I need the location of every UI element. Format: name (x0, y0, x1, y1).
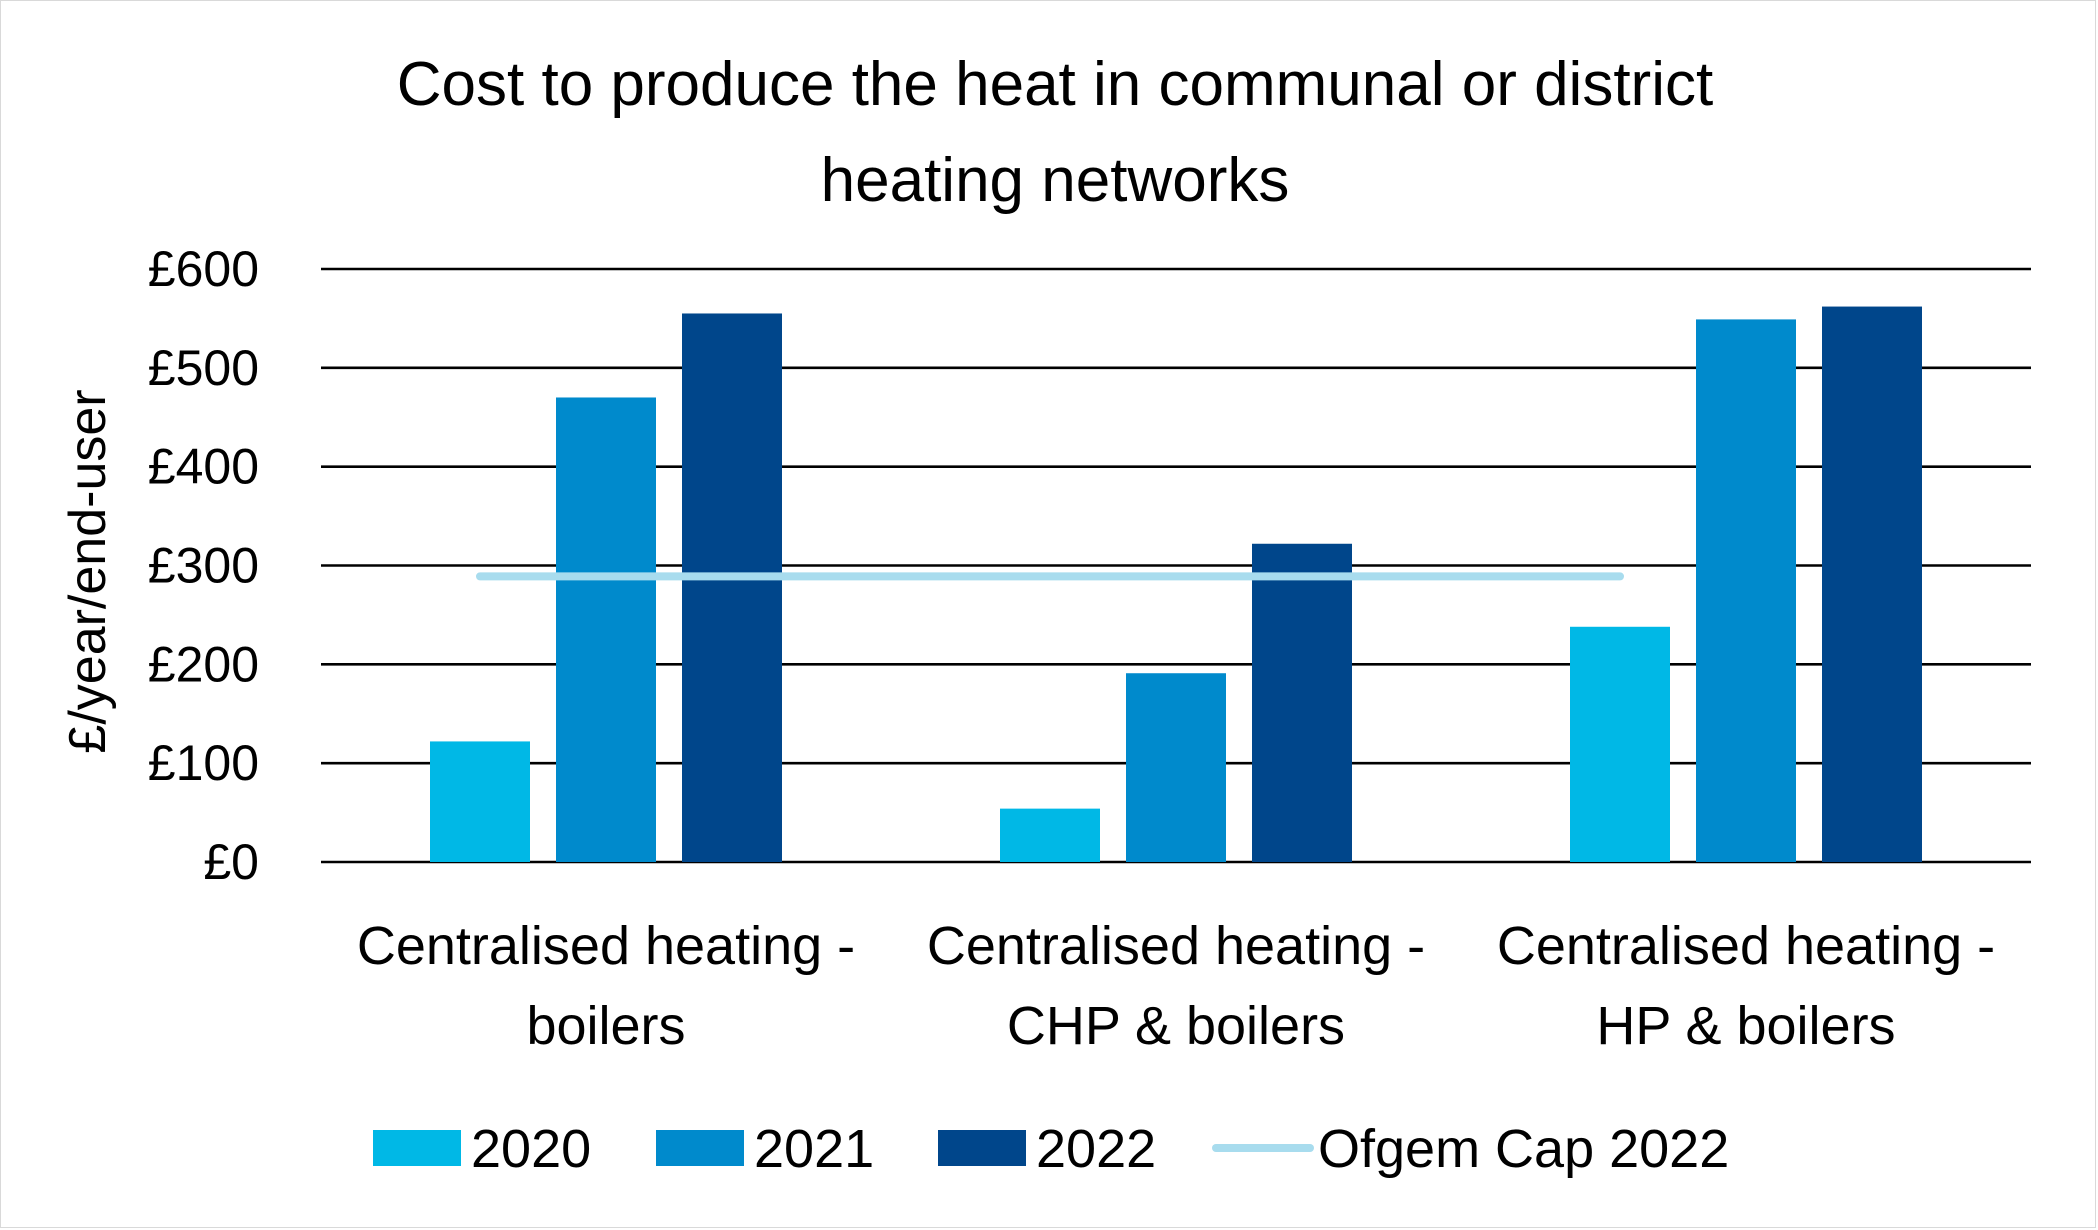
bars (430, 306, 1922, 863)
y-axis-label: £/year/end-user (59, 389, 117, 753)
y-tick-label: £200 (148, 636, 259, 692)
y-tick-label: £500 (148, 340, 259, 396)
x-category-label: Centralised heating - (357, 916, 855, 976)
x-category-label: Centralised heating - (1497, 916, 1995, 976)
y-tick-label: £0 (203, 834, 259, 890)
bar-2022-1 (1252, 543, 1352, 862)
legend-swatch-2022 (938, 1130, 1026, 1166)
legend-swatch-2020 (373, 1130, 461, 1166)
legend-label: 2022 (1036, 1119, 1156, 1179)
bar-2020-2 (1570, 626, 1670, 862)
bar-2022-0 (682, 313, 782, 863)
x-category-label: Centralised heating - (927, 916, 1425, 976)
chart-title: Cost to produce the heat in communal or … (397, 50, 1713, 215)
legend-swatch-2021 (656, 1130, 744, 1166)
y-tick-label: £600 (148, 241, 259, 297)
legend-label: 2021 (754, 1119, 874, 1179)
bar-2020-0 (430, 741, 530, 862)
bar-2021-2 (1696, 319, 1796, 862)
y-tick-label: £100 (148, 735, 259, 791)
x-category-label: HP & boilers (1596, 996, 1895, 1056)
chart-title-line: heating networks (821, 146, 1290, 215)
bar-2022-2 (1822, 306, 1922, 863)
chart-title-line: Cost to produce the heat in communal or … (397, 50, 1713, 119)
y-tick-label: £400 (148, 439, 259, 495)
x-axis-categories: Centralised heating - boilers Centralised … (357, 916, 1995, 1056)
legend-label: 2020 (471, 1119, 591, 1179)
bar-2021-1 (1126, 673, 1226, 862)
y-tick-label: £300 (148, 538, 259, 594)
bar-2021-0 (556, 397, 656, 862)
y-axis-label-text: £/year/end-user (59, 389, 117, 753)
legend-label: Ofgem Cap 2022 (1318, 1119, 1729, 1179)
y-axis-ticks: £0 £100 £200 £300 £400 £500 £600 (148, 241, 259, 890)
bar-2020-1 (1000, 808, 1100, 862)
x-category-label: CHP & boilers (1007, 996, 1345, 1056)
legend: 2020 2021 2022 Ofgem Cap 2022 (373, 1119, 1729, 1179)
x-category-label: boilers (526, 996, 685, 1056)
